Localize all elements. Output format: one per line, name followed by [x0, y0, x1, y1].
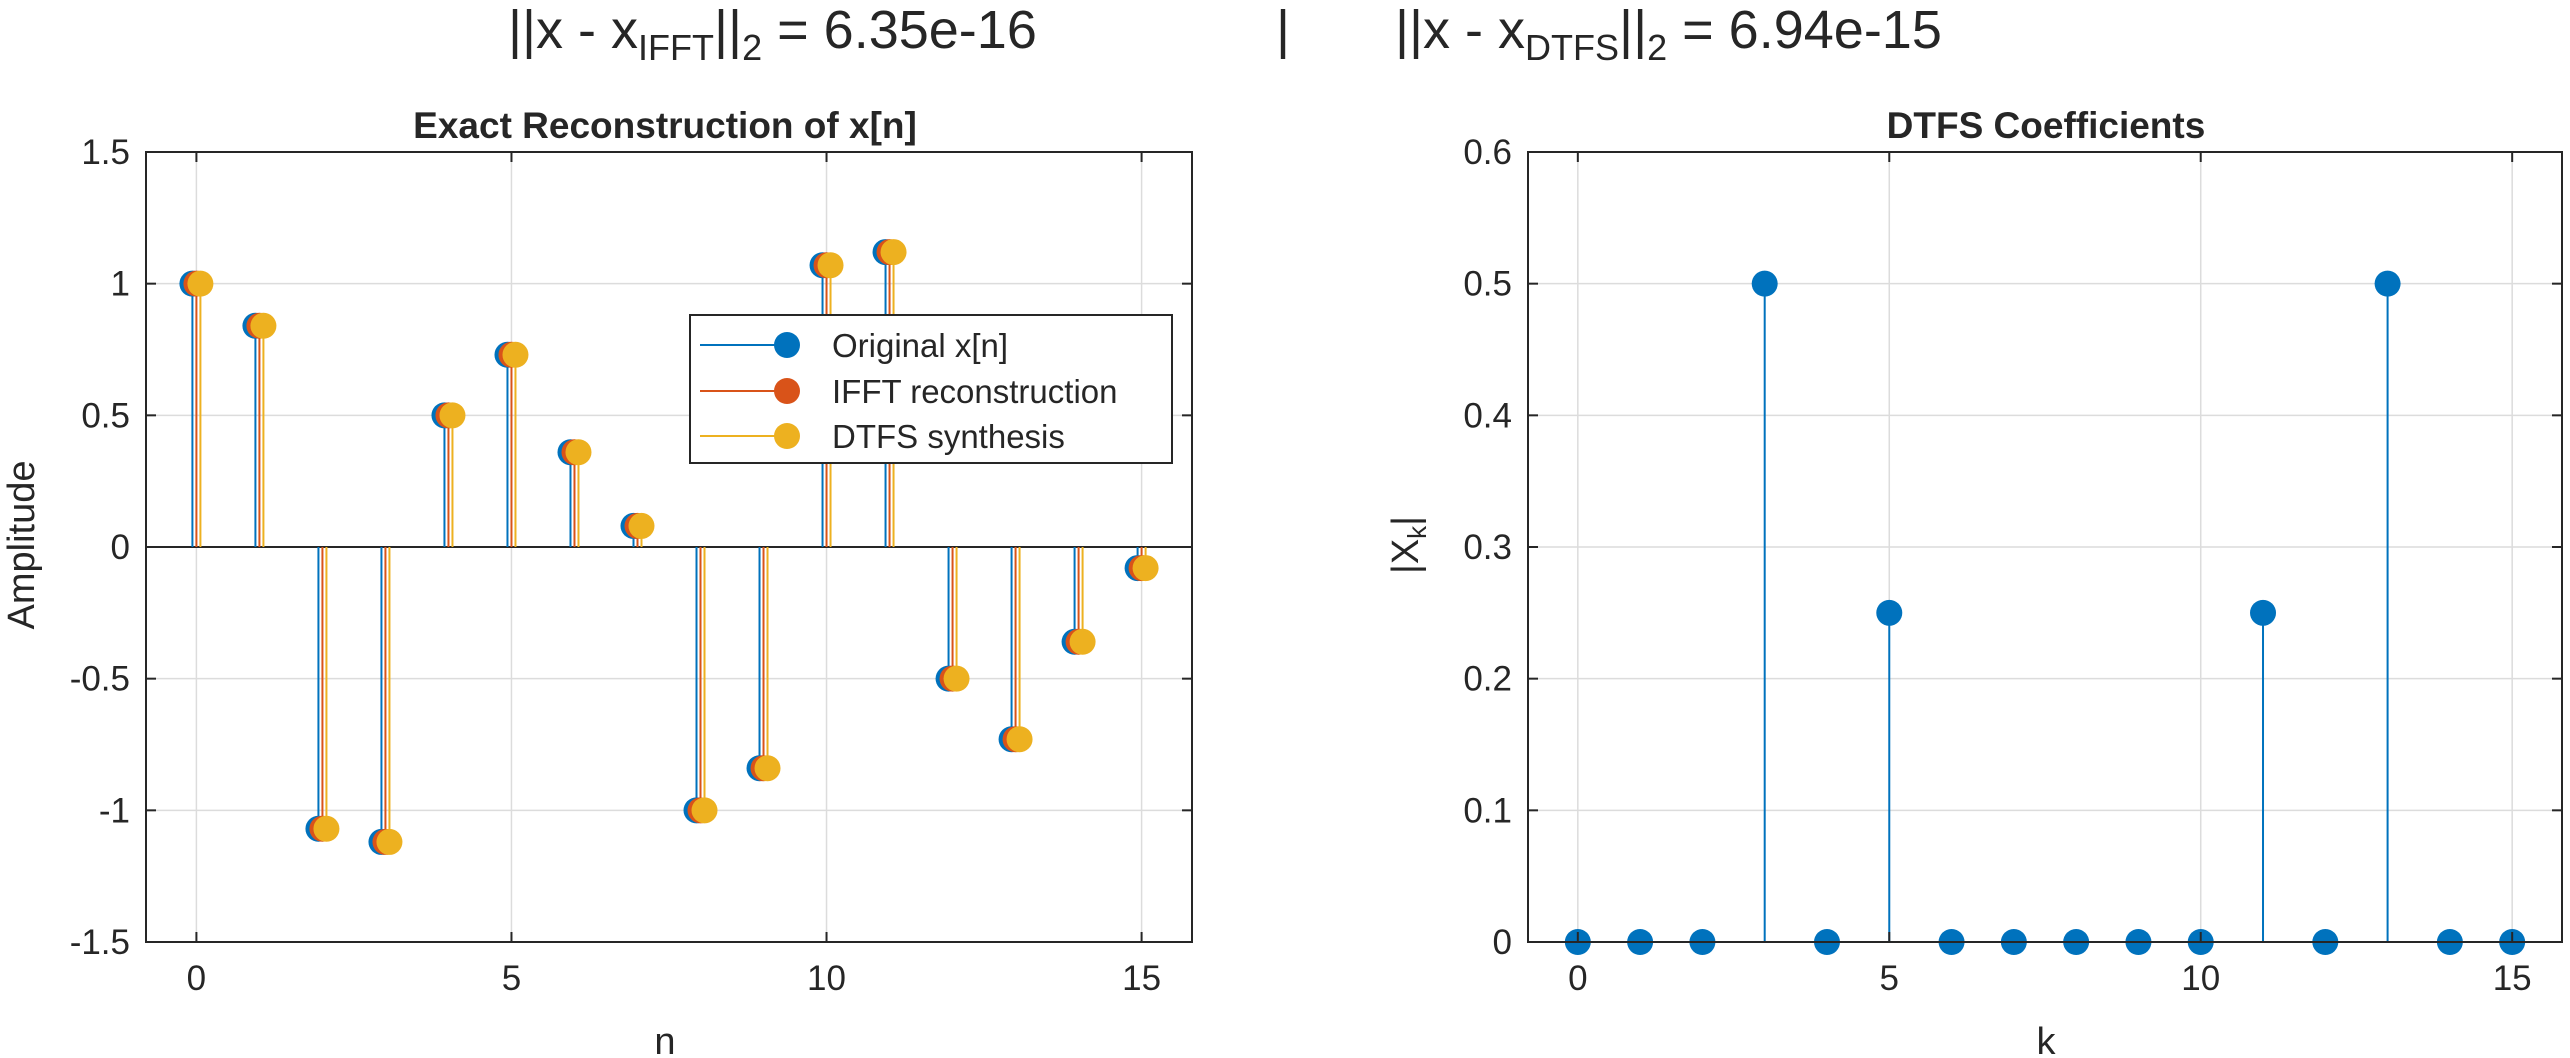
coefficients-xlabel: k — [2037, 1021, 2057, 1058]
legend-marker-ifft — [774, 378, 800, 404]
y-tick-label: 0.2 — [1463, 660, 1512, 699]
stem-marker — [691, 797, 718, 824]
legend-item-original: Original x[n] — [700, 327, 1008, 364]
coefficients-plot: DTFS Coefficients k |Xk| 0 5 10 1500.10.20.… — [1385, 105, 2563, 1058]
legend-label-dtfs: DTFS synthesis — [832, 418, 1065, 455]
x-tick-label: 10 — [807, 959, 846, 998]
x-tick-label: 5 — [502, 959, 521, 998]
stem-marker — [1006, 726, 1033, 753]
y-tick-label: -0.5 — [70, 660, 130, 699]
y-tick-label: 0.1 — [1463, 791, 1512, 830]
y-tick-label: 1.5 — [81, 133, 130, 172]
stem-marker — [250, 312, 277, 339]
title-right-value: = 6.94e-15 — [1667, 0, 1942, 60]
title-left-subscript: IFFT — [638, 27, 714, 68]
legend-marker-original — [774, 332, 800, 358]
stem-marker — [565, 439, 592, 466]
coefficients-grid — [1528, 151, 2562, 943]
reconstruction-axes-frame — [145, 151, 1193, 943]
legend[interactable]: Original x[n] IFFT reconstruction DTFS s… — [689, 314, 1173, 464]
legend-item-ifft: IFFT reconstruction — [700, 373, 1117, 410]
figure-title: ||x - xIFFT||2 = 6.35e-16 | ||x - xDTFS|… — [508, 0, 1942, 68]
y-tick-label: 0 — [111, 528, 130, 567]
legend-box — [689, 314, 1173, 464]
x-tick-label: 10 — [2181, 959, 2220, 998]
stem-marker — [628, 512, 655, 539]
coefficients-ylabel-end: | — [1385, 516, 1427, 526]
coefficients-ylabel-base: |X — [1385, 539, 1427, 574]
stem-marker — [1876, 599, 1903, 626]
stem-marker — [1132, 555, 1159, 582]
stem-marker — [187, 270, 214, 297]
y-tick-label: 0.3 — [1463, 528, 1512, 567]
y-tick-label: 0 — [1493, 923, 1512, 962]
title-left-value: = 6.35e-16 — [762, 0, 1037, 60]
coefficients-ylabel-subscript: k — [1402, 525, 1432, 539]
stem-marker — [502, 341, 529, 368]
stem-marker — [880, 239, 907, 266]
x-tick-label: 0 — [1568, 959, 1587, 998]
y-tick-label: -1 — [99, 791, 130, 830]
y-tick-label: 0.5 — [1463, 265, 1512, 304]
reconstruction-plot-title: Exact Reconstruction of x[n] — [413, 105, 917, 146]
x-tick-label: 15 — [1122, 959, 1161, 998]
x-tick-label: 5 — [1880, 959, 1899, 998]
reconstruction-xlabel: n — [654, 1021, 675, 1058]
reconstruction-plot: Exact Reconstruction of x[n] n Amplitude… — [1, 105, 1193, 1058]
stem-marker — [313, 815, 340, 842]
stem-marker — [1069, 628, 1096, 655]
y-tick-label: 0.5 — [81, 396, 130, 435]
title-left-prefix: ||x - x — [508, 0, 638, 60]
legend-marker-dtfs — [774, 423, 800, 449]
y-tick-label: 0.6 — [1463, 133, 1512, 172]
title-right-prefix: ||x - x — [1395, 0, 1525, 60]
stem-marker — [817, 252, 844, 279]
stem-marker — [376, 828, 403, 855]
stem-marker — [943, 665, 970, 692]
title-left-suffix: || — [714, 0, 742, 60]
y-tick-label: 0.4 — [1463, 396, 1512, 435]
title-left-norm: 2 — [742, 27, 762, 68]
y-tick-label: -1.5 — [70, 923, 130, 962]
title-right-norm: 2 — [1647, 27, 1667, 68]
y-tick-label: 1 — [111, 265, 130, 304]
stem-marker — [2250, 599, 2277, 626]
title-right-subscript: DTFS — [1525, 27, 1619, 68]
x-tick-label: 15 — [2493, 959, 2532, 998]
coefficients-stems — [1564, 270, 2526, 955]
reconstruction-tick-labels: 0 5 10 15 -1.5 -1 -0.5 0 0.5 1 1.5 — [70, 133, 1161, 998]
reconstruction-stems — [179, 239, 1159, 855]
legend-item-dtfs: DTFS synthesis — [700, 418, 1065, 455]
svg-text:||x - xDTFS||2 = 6.94e-15: ||x - xDTFS||2 = 6.94e-15 — [1395, 0, 1942, 68]
coefficients-ylabel: |Xk| — [1385, 516, 1432, 574]
coefficients-axes-frame — [1527, 151, 2563, 943]
stem-marker — [754, 755, 781, 782]
stem-marker — [439, 402, 466, 429]
reconstruction-ylabel: Amplitude — [1, 461, 43, 630]
svg-text:||x - xIFFT||2 = 6.35e-16: ||x - xIFFT||2 = 6.35e-16 — [508, 0, 1037, 68]
title-separator: | — [1276, 0, 1290, 60]
legend-label-ifft: IFFT reconstruction — [832, 373, 1117, 410]
coefficients-tick-labels: 0 5 10 15 0 0.1 0.2 0.3 0.4 0.5 0.6 — [1463, 133, 2531, 998]
title-right-suffix: || — [1619, 0, 1647, 60]
stem-marker — [2374, 270, 2401, 297]
legend-label-original: Original x[n] — [832, 327, 1008, 364]
coefficients-plot-title: DTFS Coefficients — [1887, 105, 2206, 146]
x-tick-label: 0 — [187, 959, 206, 998]
stem-marker — [1751, 270, 1778, 297]
